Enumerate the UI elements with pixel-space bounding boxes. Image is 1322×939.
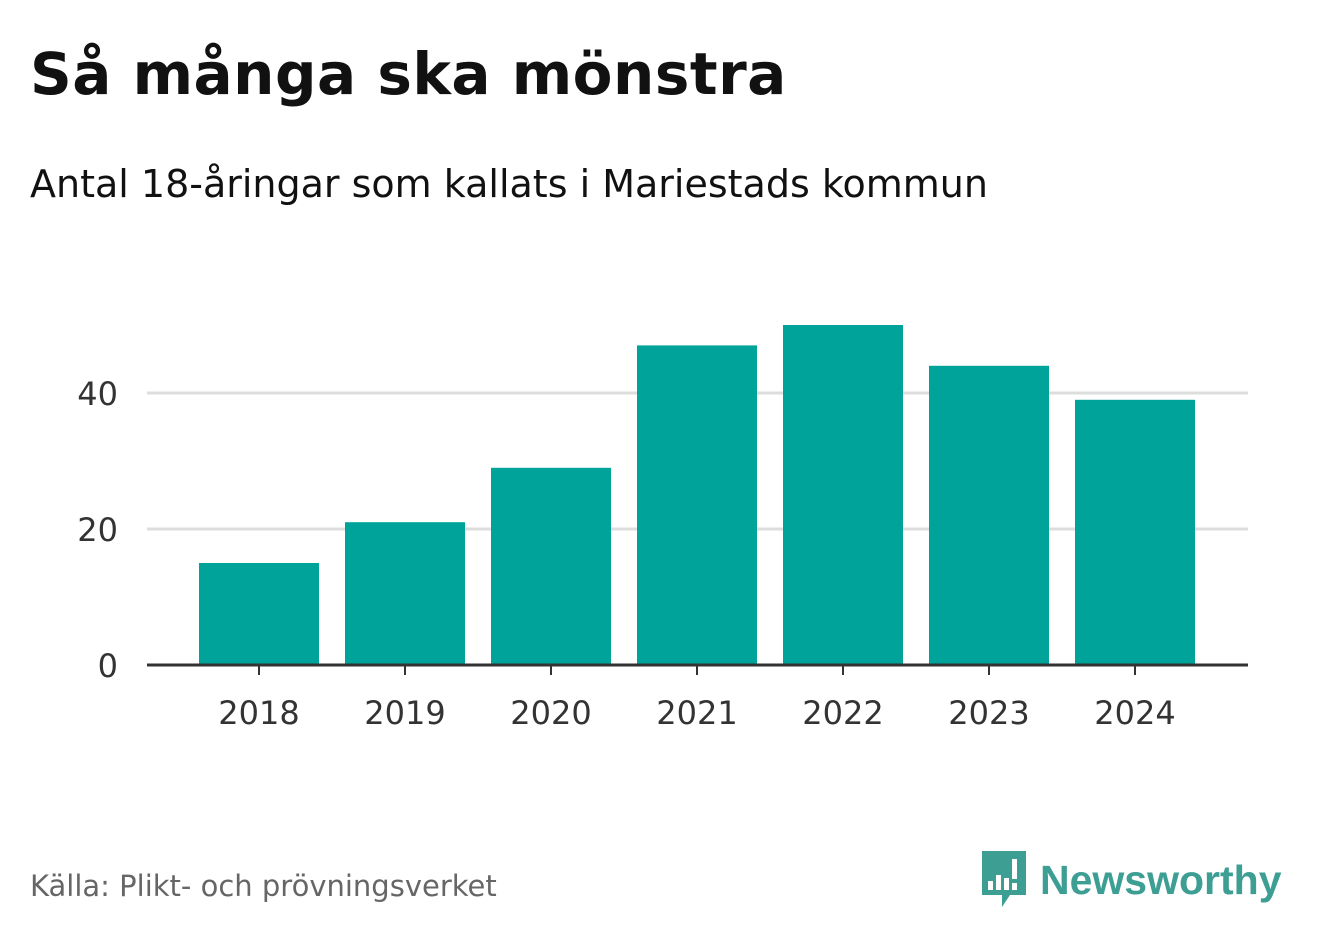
bar-2020[interactable]	[491, 467, 611, 665]
x-axis-labels: 2018 2019 2020 2021 2022 2023 2024	[218, 694, 1175, 732]
x-tick-label: 2021	[656, 694, 737, 732]
bar-2018[interactable]	[199, 563, 319, 665]
x-axis	[147, 663, 1248, 675]
source-note: Källa: Plikt- och prövningsverket	[30, 869, 497, 903]
x-tick-label: 2020	[510, 694, 591, 732]
bar-2024[interactable]	[1075, 399, 1195, 665]
x-tick-label: 2019	[364, 694, 445, 732]
y-tick-label: 20	[77, 511, 118, 549]
bar-2019[interactable]	[345, 522, 465, 665]
x-tick-label: 2023	[948, 694, 1029, 732]
x-tick-label: 2022	[802, 694, 883, 732]
x-tick-label: 2018	[218, 694, 299, 732]
newsworthy-logo-icon	[982, 851, 1026, 907]
bar-2021[interactable]	[637, 345, 757, 665]
y-tick-label: 0	[98, 647, 118, 685]
y-tick-label: 40	[77, 375, 118, 413]
brand-logo[interactable]: Newsworthy	[980, 848, 1282, 912]
bar-2022[interactable]	[783, 325, 903, 665]
brand-name: Newsworthy	[1040, 856, 1282, 903]
chart-title: Så många ska mönstra	[30, 40, 787, 108]
bars	[199, 325, 1195, 665]
y-axis-labels: 0 20 40	[77, 375, 118, 685]
chart-subtitle: Antal 18-åringar som kallats i Mariestad…	[30, 162, 988, 206]
x-tick-label: 2024	[1094, 694, 1175, 732]
bar-2023[interactable]	[929, 365, 1049, 665]
